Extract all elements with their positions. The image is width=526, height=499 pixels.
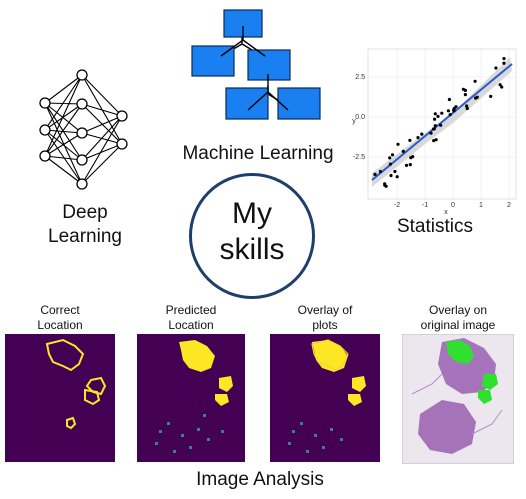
scatter-point xyxy=(388,156,392,160)
deep-learning-label-line2: Learning xyxy=(48,226,122,247)
scatter-point xyxy=(502,61,506,65)
scatter-point xyxy=(500,85,504,89)
scatter-point xyxy=(465,104,469,108)
scatter-point xyxy=(434,138,438,142)
overlay-of-plots-image xyxy=(270,334,380,462)
scatter-point xyxy=(390,153,395,157)
scatter-point xyxy=(373,172,377,176)
y-tick-label: 0.0 xyxy=(355,114,365,121)
scatter-point xyxy=(452,109,456,113)
scatter-point xyxy=(395,175,399,179)
scatter-point xyxy=(465,106,469,111)
x-tick-label: -1 xyxy=(422,202,428,209)
x-tick-label: 1 xyxy=(479,202,483,209)
scatter-point xyxy=(389,173,393,178)
scatter-point xyxy=(473,79,477,83)
statistics-label: Statistics xyxy=(396,216,474,237)
scatter-point xyxy=(416,136,420,140)
scatter-point xyxy=(433,117,437,121)
scatter-point xyxy=(409,156,413,160)
scatter-point xyxy=(388,162,392,166)
scatter-point xyxy=(420,132,424,136)
scatter-point xyxy=(408,163,412,167)
y-tick-label: -2.5 xyxy=(353,154,365,161)
panel-title: Predicted Location xyxy=(165,303,217,332)
regression-scatter-plot: 2.5 0.0 -2.5 -2 -1 0 1 2 x y xyxy=(352,48,517,215)
y-tick-label: 2.5 xyxy=(355,74,365,81)
scatter-point xyxy=(433,124,437,128)
image-analysis-label: Image Analysis xyxy=(196,469,324,490)
center-title-line1: My xyxy=(232,197,272,230)
y-axis-label: y xyxy=(352,118,356,125)
scatter-point xyxy=(401,149,405,153)
scatter-point xyxy=(378,169,383,174)
scatter-point xyxy=(447,97,451,102)
machine-learning-label: Machine Learning xyxy=(182,143,334,164)
scatter-point xyxy=(432,127,436,131)
scatter-point xyxy=(440,111,444,115)
scatter-point xyxy=(489,94,493,98)
panel-title: Correct Location xyxy=(37,303,83,332)
scatter-point xyxy=(429,131,433,135)
correct-location-image xyxy=(5,334,115,462)
scatter-point xyxy=(454,105,458,109)
scatter-point xyxy=(446,109,450,113)
scatter-point xyxy=(502,57,506,61)
center-title-line2: skills xyxy=(219,233,285,266)
scatter-point xyxy=(498,83,502,87)
regression-line xyxy=(371,63,513,181)
scatter-point xyxy=(463,93,467,97)
overlay-on-original-image xyxy=(402,334,514,464)
scatter-point xyxy=(436,114,440,118)
scatter-point xyxy=(474,96,478,100)
predicted-location-image xyxy=(137,334,245,462)
scatter-point xyxy=(463,88,467,92)
x-tick-label: 2 xyxy=(507,202,511,209)
scatter-point xyxy=(384,184,388,188)
center-title: My skills xyxy=(189,196,315,268)
scatter-point xyxy=(432,139,436,143)
neural-network-icon xyxy=(39,69,128,190)
deep-learning-label: Deep Learning xyxy=(20,201,150,249)
scatter-point xyxy=(494,66,498,70)
scatter-point xyxy=(433,112,437,116)
panel-title: Overlay of plots xyxy=(297,303,353,332)
scatter-point xyxy=(439,123,443,127)
x-tick-label: -2 xyxy=(394,202,400,209)
scatter-point xyxy=(404,163,409,167)
scatter-point xyxy=(396,142,400,146)
center-circle xyxy=(189,173,315,299)
deep-learning-label-line1: Deep xyxy=(62,202,108,223)
scatter-point xyxy=(448,113,452,117)
decision-tree-icon xyxy=(191,9,321,120)
scatter-point xyxy=(408,138,412,142)
panel-title: Overlay on original image xyxy=(420,303,496,332)
x-tick-label: 0 xyxy=(451,202,455,209)
scatter-point xyxy=(393,169,397,174)
x-axis-label: x xyxy=(444,209,448,215)
